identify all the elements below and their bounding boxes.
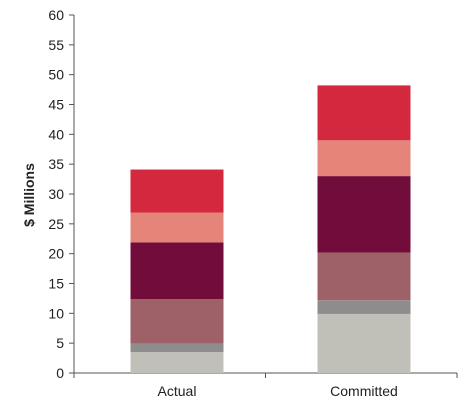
bars xyxy=(130,85,411,373)
bar-segment xyxy=(317,140,411,177)
bar-segment xyxy=(317,300,411,314)
bar-segment xyxy=(317,85,411,141)
y-tick-label: 15 xyxy=(48,276,64,292)
y-tick-label: 0 xyxy=(56,365,64,381)
y-tick-label: 20 xyxy=(48,246,64,262)
bar-segment xyxy=(317,313,411,373)
y-tick-label: 10 xyxy=(48,305,64,321)
bar-segment xyxy=(130,352,224,373)
bar-segment xyxy=(130,242,224,300)
y-tick-label: 55 xyxy=(48,37,64,53)
bar-segment xyxy=(317,176,411,253)
x-axis: Actual Committed xyxy=(73,372,458,399)
y-tick-label: 60 xyxy=(48,7,64,23)
y-tick-label: 30 xyxy=(48,186,64,202)
x-tick-label: Committed xyxy=(330,383,398,399)
y-tick-label: 45 xyxy=(48,97,64,113)
y-tick-label: 5 xyxy=(56,335,64,351)
bar-segment xyxy=(130,212,224,243)
x-tick-label: Actual xyxy=(158,383,197,399)
y-tick-label: 35 xyxy=(48,156,64,172)
bar-segment xyxy=(130,299,224,344)
y-axis: 0 5 10 15 20 25 30 35 40 45 50 55 60 xyxy=(48,7,75,381)
y-tick-label: 50 xyxy=(48,67,64,83)
y-tick-label: 40 xyxy=(48,126,64,142)
y-axis-label: $ Millions xyxy=(21,163,37,227)
bar-segment xyxy=(130,169,224,213)
y-tick-label: 25 xyxy=(48,216,64,232)
bar-segment xyxy=(317,252,411,301)
bar-segment xyxy=(130,343,224,353)
